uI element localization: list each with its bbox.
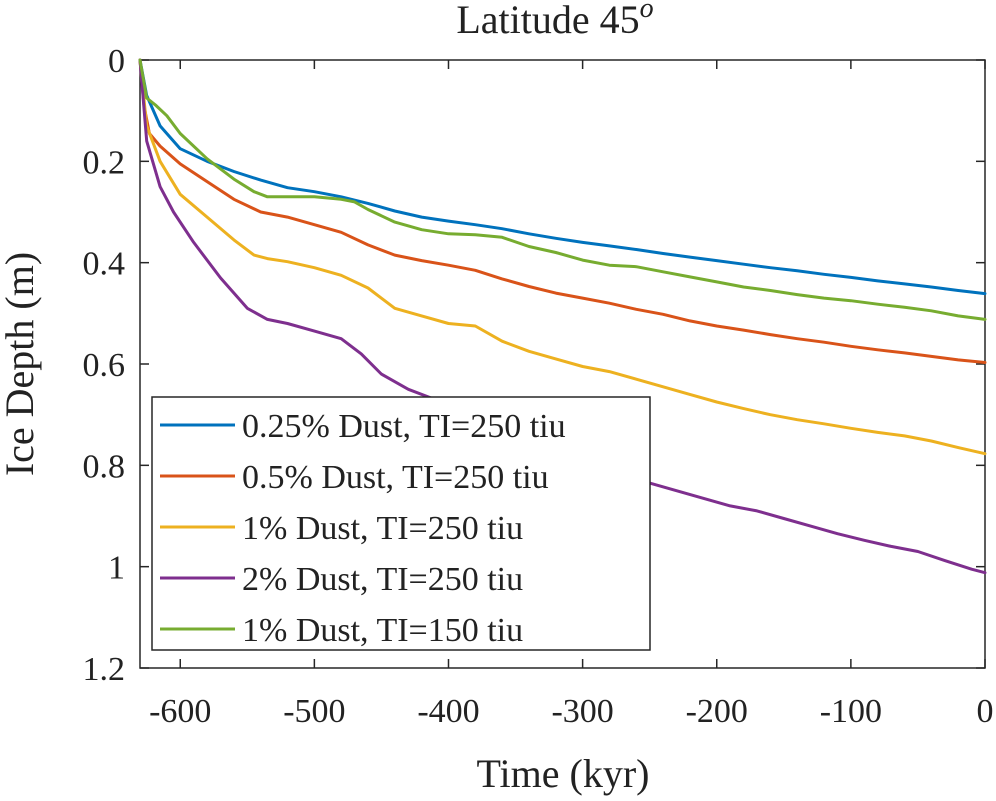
legend-label: 1% Dust, TI=150 tiu xyxy=(242,612,523,649)
x-tick-labels: -600 -500 -400 -300 -200 -100 0 xyxy=(149,693,993,730)
series-line xyxy=(138,58,987,296)
legend-label: 2% Dust, TI=250 tiu xyxy=(242,561,523,598)
y-axis-label: Ice Depth (m) xyxy=(0,252,42,476)
legend-label: 1% Dust, TI=250 tiu xyxy=(242,510,523,547)
series-line xyxy=(138,58,987,321)
x-axis-label: Time (kyr) xyxy=(477,751,650,796)
y-tick-labels: 0 0.2 0.4 0.6 0.8 1 1.2 xyxy=(83,43,126,688)
chart-title-main: Latitude 45 xyxy=(456,0,639,42)
x-tick-label: -600 xyxy=(149,693,211,730)
x-tick-label: -300 xyxy=(551,693,613,730)
y-tick-label: 0.2 xyxy=(83,144,126,181)
legend-label: 0.5% Dust, TI=250 tiu xyxy=(242,459,549,496)
series-line xyxy=(138,58,987,456)
x-tick-label: -500 xyxy=(283,693,345,730)
chart-title: Latitude 45o xyxy=(456,0,653,42)
chart-title-superscript: o xyxy=(640,0,654,24)
y-tick-label: 0.6 xyxy=(83,347,126,384)
x-tick-label: 0 xyxy=(977,693,994,730)
legend: 0.25% Dust, TI=250 tiu 0.5% Dust, TI=250 … xyxy=(151,396,651,651)
series-line xyxy=(138,58,987,364)
x-tick-label: -100 xyxy=(820,693,882,730)
x-tick-label: -200 xyxy=(686,693,748,730)
x-tick-label: -400 xyxy=(417,693,479,730)
y-tick-label: 0 xyxy=(108,43,125,80)
y-tick-label: 1.2 xyxy=(83,651,126,688)
legend-label: 0.25% Dust, TI=250 tiu xyxy=(242,408,566,445)
y-tick-label: 0.8 xyxy=(83,448,126,485)
legend-box xyxy=(151,396,651,651)
y-tick-label: 1 xyxy=(108,550,125,587)
axis-ticks xyxy=(140,59,986,669)
y-tick-label: 0.4 xyxy=(83,246,126,283)
